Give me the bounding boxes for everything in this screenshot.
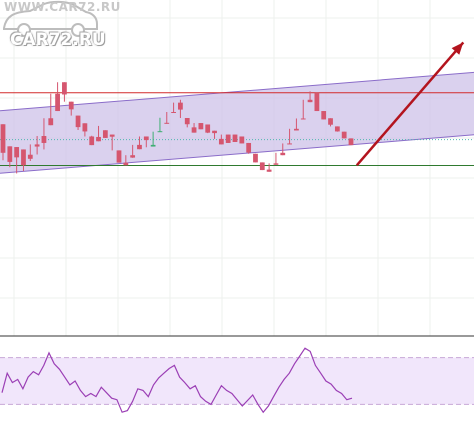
- forecast-arrow-shaft: [355, 41, 465, 167]
- candle-body: [48, 118, 54, 126]
- car-logo-icon: [3, 0, 98, 37]
- candle-body: [55, 93, 60, 112]
- candle-body: [21, 149, 26, 166]
- candle-body: [253, 153, 258, 163]
- forecast-arrow-head: [451, 42, 464, 55]
- candle-body: [239, 136, 245, 144]
- candle-body: [143, 136, 149, 141]
- candle-body: [123, 162, 129, 166]
- candle-body: [157, 131, 163, 133]
- candle-body: [0, 124, 6, 153]
- candle-body: [164, 122, 170, 124]
- candle-body: [348, 138, 354, 146]
- candle-body: [14, 147, 20, 158]
- candle-body: [109, 134, 115, 137]
- candle-body: [137, 144, 142, 150]
- candle-body: [198, 123, 204, 130]
- candle-body: [68, 101, 74, 110]
- candle-body: [246, 142, 252, 153]
- candle-body: [294, 128, 299, 131]
- candle-body: [171, 112, 176, 113]
- candle-body: [62, 82, 67, 95]
- candle-body: [334, 126, 340, 132]
- watermark-url: WWW.CAR72.RU: [4, 0, 121, 14]
- candle-body: [102, 130, 108, 138]
- candle-body: [34, 144, 40, 147]
- candle-body: [307, 99, 313, 103]
- watermark-logo: CAR72.RU: [10, 30, 106, 50]
- candle-body: [27, 154, 33, 159]
- candle-body: [82, 123, 88, 132]
- trend-channel-fill: [0, 72, 474, 174]
- candle-body: [287, 143, 292, 145]
- candle-body: [341, 131, 347, 139]
- candle-body: [130, 155, 136, 158]
- candle-body: [321, 111, 327, 120]
- candle-body: [96, 136, 101, 142]
- candle-body: [191, 127, 197, 133]
- candle-body: [41, 136, 47, 143]
- candle-body: [300, 118, 306, 120]
- candle-body: [218, 138, 224, 145]
- candle-body: [273, 163, 279, 165]
- oscillator-band-fill: [0, 357, 474, 405]
- candle-body: [266, 169, 272, 172]
- oscillator-line: [1, 347, 353, 414]
- candle-body: [314, 92, 320, 112]
- candle-body: [89, 136, 95, 146]
- candle-body: [150, 144, 156, 147]
- candle-body: [116, 150, 122, 163]
- candle-body: [184, 118, 190, 125]
- candle-body: [205, 124, 211, 133]
- candle-body: [178, 102, 183, 110]
- candle-body: [225, 134, 231, 143]
- candle-body: [232, 134, 238, 142]
- candle-body: [280, 152, 286, 156]
- candle-body: [259, 162, 265, 171]
- candle-body: [212, 130, 217, 134]
- channel-lower-line: [0, 134, 474, 174]
- channel-upper-line: [0, 71, 474, 112]
- candle-body: [7, 146, 13, 162]
- candle-body: [75, 115, 81, 128]
- candle-body: [328, 118, 333, 125]
